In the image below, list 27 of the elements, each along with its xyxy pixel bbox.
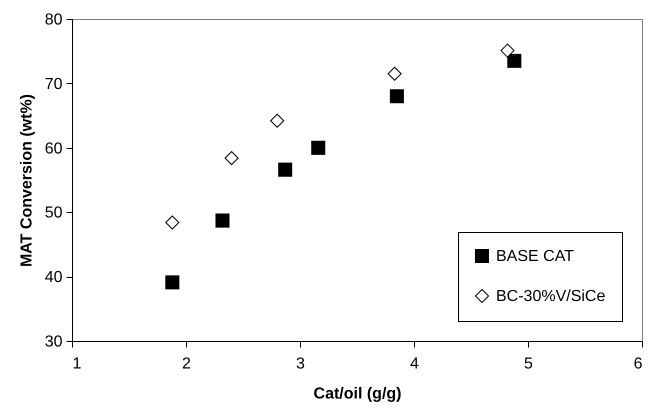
- point: [390, 89, 404, 104]
- point: [224, 151, 239, 166]
- y-tick-label: 50: [44, 204, 63, 222]
- point: [500, 44, 514, 58]
- x-tick-label: 1: [72, 356, 82, 372]
- point: [278, 162, 292, 177]
- y-axis-title: MAT Conversion (wt%): [18, 94, 36, 268]
- point: [388, 66, 402, 81]
- y-tick-label: 70: [44, 76, 63, 93]
- x-tick-label: 6: [634, 356, 643, 372]
- x-tick-label: 4: [410, 356, 420, 372]
- x-tick-label: 3: [296, 356, 306, 372]
- legend-label: BC-30%V/SiCe: [496, 288, 606, 305]
- x-tick-label: 5: [524, 356, 534, 372]
- y-tick-label: 80: [44, 12, 63, 28]
- point: [270, 114, 284, 128]
- y-tick-label: 60: [44, 140, 63, 158]
- x-tick-label: 2: [182, 356, 192, 372]
- y-tick-label: 40: [44, 269, 63, 286]
- point: [165, 275, 180, 290]
- point: [507, 54, 522, 68]
- legend-label: BASE CAT: [496, 248, 574, 265]
- point: [215, 214, 230, 228]
- y-tick-label: 30: [44, 334, 63, 350]
- point: [165, 215, 180, 230]
- x-axis-title: Cat/oil (g/g): [314, 386, 402, 402]
- point: [311, 140, 326, 155]
